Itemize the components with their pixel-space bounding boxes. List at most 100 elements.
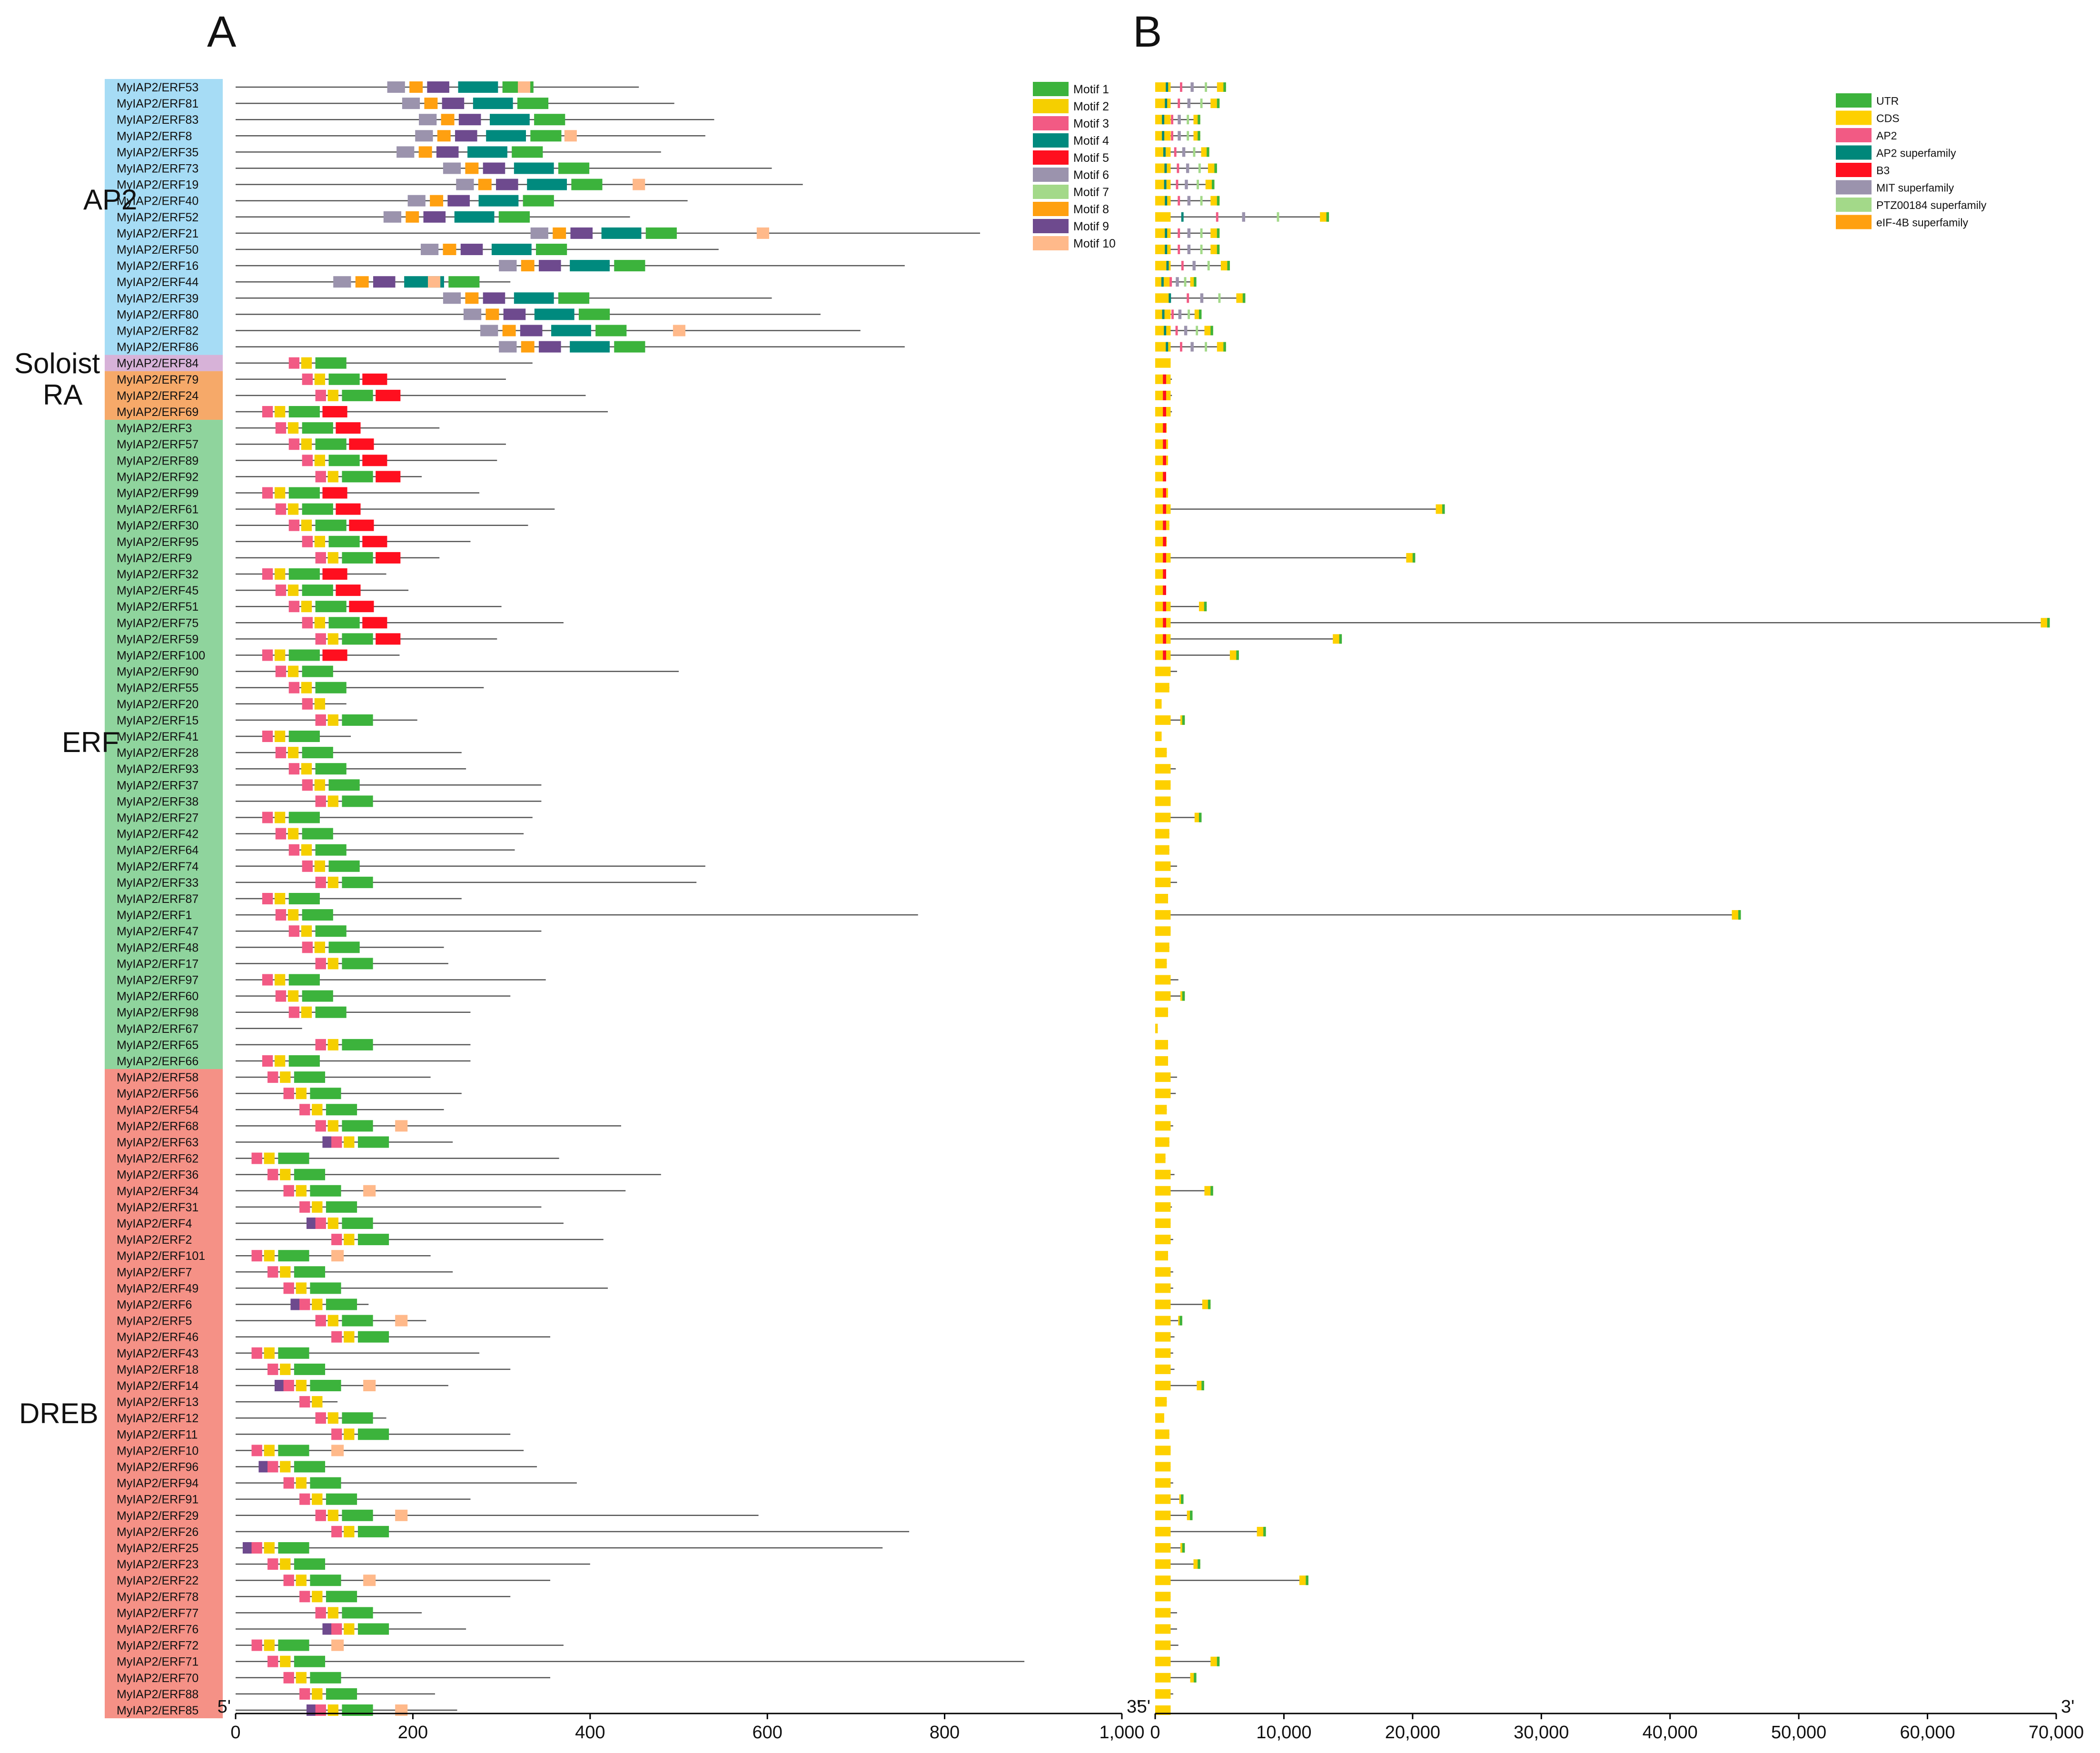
motif-box [342, 471, 373, 483]
motif-box [376, 471, 401, 483]
feature-box [1182, 715, 1185, 725]
feature-box [1155, 1689, 1171, 1699]
motif-box [251, 1445, 262, 1456]
gene-label: MyIAP2/ERF69 [117, 406, 198, 419]
feature-box [1155, 861, 1171, 871]
motif-box [357, 1331, 389, 1343]
feature-box [1198, 1559, 1200, 1569]
feature-box [1164, 326, 1167, 336]
motif-box [342, 1039, 373, 1050]
motif-box [673, 325, 685, 337]
feature-box [1205, 342, 1207, 352]
feature-box [1155, 358, 1171, 368]
motif-box [357, 1623, 389, 1635]
motif-box [420, 244, 439, 255]
motif-box [409, 81, 423, 93]
gene-label: MyIAP2/ERF66 [117, 1055, 198, 1068]
gene-row: MyIAP2/ERF96 [117, 1461, 1171, 1474]
legend-swatch [1836, 145, 1872, 160]
motif-box [521, 260, 535, 272]
motif-box [499, 260, 517, 272]
motif-box [327, 1607, 338, 1619]
motif-box [274, 1055, 286, 1067]
gene-label: MyIAP2/ERF19 [117, 178, 198, 192]
feature-box [1163, 520, 1166, 530]
feature-box [1155, 732, 1162, 741]
motif-box [363, 1575, 376, 1586]
gene-row: MyIAP2/ERF62 [117, 1152, 1166, 1166]
motif-box [274, 974, 286, 986]
motif-box [294, 1558, 326, 1570]
feature-box [1163, 602, 1166, 612]
feature-box [1155, 715, 1171, 725]
gene-row: MyIAP2/ERF37 [117, 779, 1171, 792]
motif-box [396, 146, 415, 158]
tick-label: 70,000 [2029, 1723, 2084, 1743]
axis-end-label: 5' [218, 1697, 231, 1717]
gene-row: MyIAP2/ERF56 [117, 1087, 1176, 1100]
motif-box [601, 227, 642, 239]
motif-box [274, 568, 286, 580]
feature-box [1155, 1478, 1171, 1488]
motif-box [331, 1234, 342, 1246]
motif-box [315, 357, 347, 369]
feature-box [1193, 147, 1196, 157]
motif-box [267, 1071, 278, 1083]
motif-box [315, 876, 326, 888]
gene-label: MyIAP2/ERF80 [117, 308, 198, 321]
motif-box [294, 1655, 326, 1667]
legend-label: Motif 3 [1073, 117, 1109, 130]
gene-label: MyIAP2/ERF64 [117, 844, 198, 857]
motif-box [437, 130, 451, 142]
feature-box [1155, 1381, 1171, 1390]
motif-box [288, 974, 320, 986]
motif-box [274, 893, 286, 904]
gene-label: MyIAP2/ERF82 [117, 325, 198, 338]
gene-row: MyIAP2/ERF32 [117, 568, 1166, 581]
motif-box [327, 389, 338, 401]
gene-label: MyIAP2/ERF31 [117, 1201, 198, 1214]
motif-box [314, 779, 326, 791]
feature-box [1186, 163, 1189, 173]
gene-label: MyIAP2/ERF26 [117, 1525, 198, 1539]
motif-box [262, 406, 273, 417]
gene-row: MyIAP2/ERF94 [117, 1477, 1173, 1490]
feature-box [1155, 163, 1171, 173]
motif-box [283, 1088, 294, 1099]
motif-box [465, 162, 479, 174]
motif-box [342, 1607, 373, 1619]
gene-label: MyIAP2/ERF89 [117, 454, 198, 467]
motif-box [262, 812, 273, 823]
legend-label: eIF-4B superfamily [1876, 217, 1969, 229]
motif-box [478, 195, 519, 207]
gene-row: MyIAP2/ERF60 [117, 990, 1185, 1003]
gene-row: MyIAP2/ERF24 [117, 389, 1172, 403]
motif-box [288, 487, 320, 499]
gene-row: MyIAP2/ERF50 [117, 243, 1220, 257]
motif-box [296, 1477, 307, 1489]
feature-box [1163, 650, 1166, 660]
motif-box [299, 1591, 310, 1603]
motif-box [302, 828, 333, 840]
motif-box [315, 925, 347, 937]
legend-swatch [1033, 168, 1069, 182]
motif-box [288, 812, 320, 823]
motif-box [262, 649, 273, 661]
feature-box [1196, 326, 1199, 336]
feature-box [1155, 1705, 1171, 1715]
tick-label: 600 [752, 1723, 782, 1743]
motif-box [312, 1591, 323, 1603]
legend-label: CDS [1876, 112, 1900, 125]
gene-label: MyIAP2/ERF13 [117, 1396, 198, 1409]
feature-box [1163, 407, 1166, 416]
feature-box [1339, 634, 1342, 644]
motif-box [551, 325, 591, 337]
gene-row: MyIAP2/ERF73 [117, 162, 1217, 176]
feature-box [1169, 293, 1171, 303]
motif-box [327, 1315, 338, 1327]
tick-label: 1,000 [1099, 1723, 1144, 1743]
motif-box [331, 1250, 344, 1262]
motif-box [315, 763, 347, 775]
gene-label: MyIAP2/ERF22 [117, 1574, 198, 1587]
